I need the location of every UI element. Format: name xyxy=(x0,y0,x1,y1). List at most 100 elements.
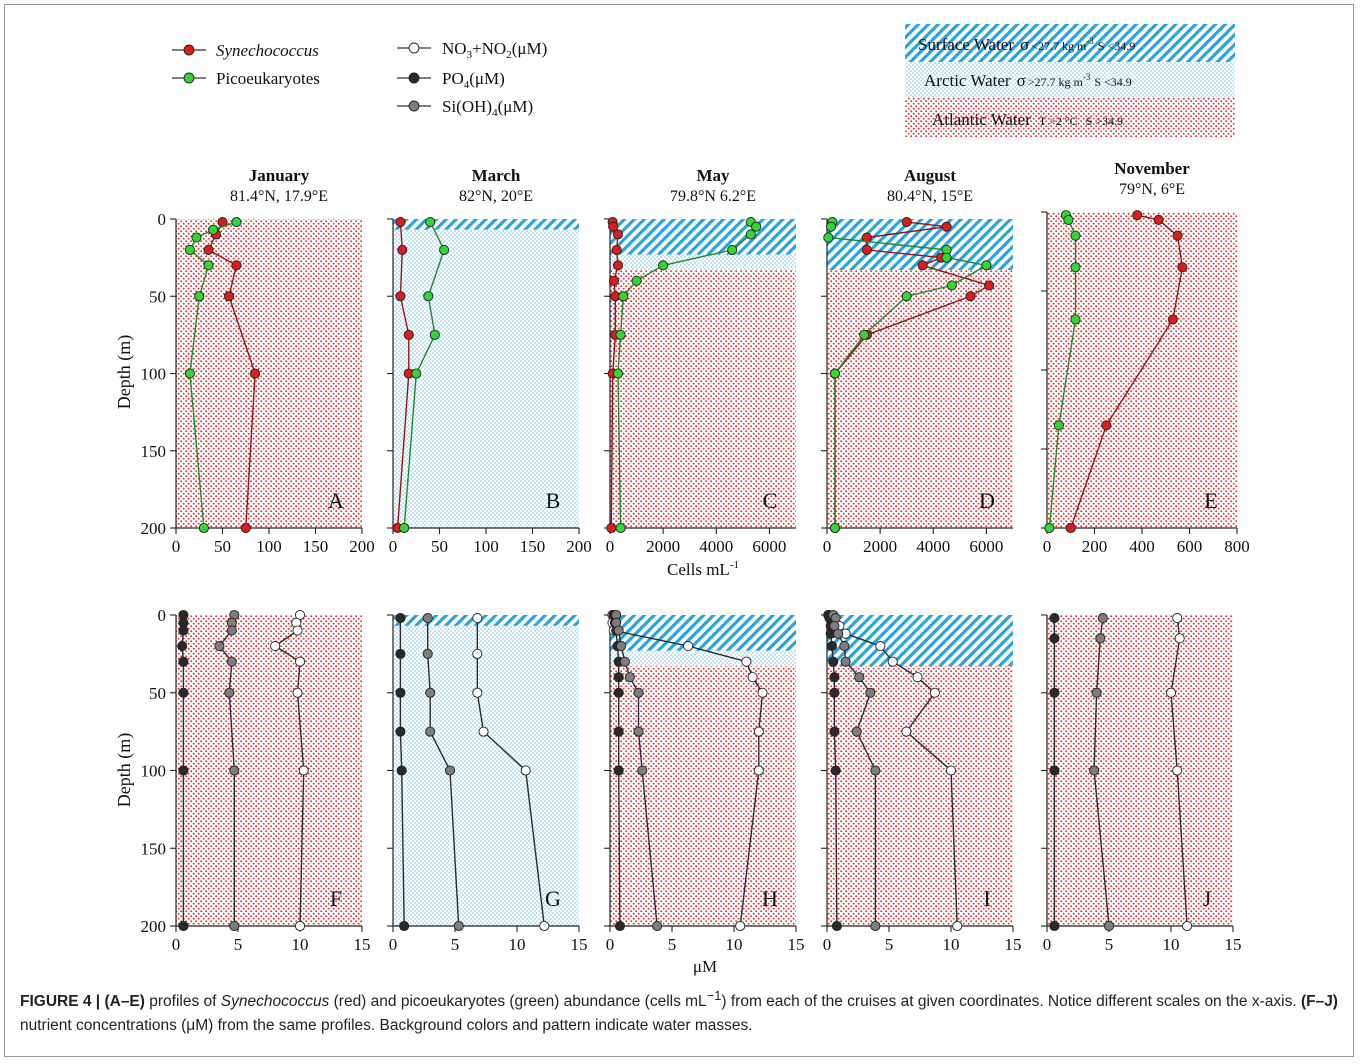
data-point-synechococcus xyxy=(608,221,619,232)
x-tick-label: 200 xyxy=(1082,537,1108,556)
data-point-po4-m xyxy=(178,656,189,667)
data-point-no3-no2-m xyxy=(887,656,898,667)
data-point-no3-no2-m xyxy=(270,641,281,652)
data-point-picoeukaryotes xyxy=(425,217,436,228)
data-point-po4-m xyxy=(614,920,625,932)
panel-i: 0 5 10 15 I xyxy=(821,609,1022,954)
data-point-po4-m xyxy=(178,687,189,698)
data-point-no3-no2-m xyxy=(292,687,303,698)
x-tick-label: 6000 xyxy=(969,537,1003,556)
x-tick-label: 5 xyxy=(1105,935,1114,954)
x-tick-label: 800 xyxy=(1224,537,1250,556)
y-tick-label: 50 xyxy=(149,287,166,306)
data-point-si-oh-4-m xyxy=(444,765,456,776)
data-point-po4-m xyxy=(178,765,189,776)
data-point-si-oh-4-m xyxy=(1091,687,1102,698)
caption-text-2: nutrient concentrations (μM) from the sa… xyxy=(20,1017,753,1035)
data-point-po4-m xyxy=(396,765,407,776)
panel-letter: G xyxy=(545,886,561,911)
data-point-no3-no2-m xyxy=(294,656,306,667)
data-point-no3-no2-m xyxy=(875,641,886,652)
data-point-picoeukaryotes xyxy=(1070,314,1081,325)
y-tick-label: 100 xyxy=(141,762,167,781)
x-tick-label: 400 xyxy=(1129,537,1155,556)
data-point-picoeukaryotes xyxy=(615,522,626,534)
data-point-no3-no2-m xyxy=(735,920,746,932)
data-point-si-oh-4-m xyxy=(425,687,436,698)
data-point-picoeukaryotes xyxy=(184,368,195,379)
panel-g: 0 5 10 15 G xyxy=(387,613,588,954)
data-point-po4-m xyxy=(1049,920,1060,932)
data-point-no3-no2-m xyxy=(757,687,768,698)
data-point-picoeukaryotes xyxy=(399,522,410,534)
water-mass-surface-water xyxy=(610,219,796,255)
data-point-synechococcus xyxy=(231,260,242,271)
panel-a: 0 50 100 150 200 0 50 100 150 200 A January 81.4°N, … xyxy=(141,166,375,556)
data-point-picoeukaryotes xyxy=(615,329,626,340)
data-point-po4-m xyxy=(829,687,840,698)
data-point-no3-no2-m xyxy=(298,765,309,776)
water-mass-atlantic-water xyxy=(176,615,362,926)
legend-synechococcus-marker xyxy=(183,44,195,56)
panel-letter: H xyxy=(762,886,778,911)
panel-letter: C xyxy=(763,488,778,513)
caption-label: FIGURE 4 | xyxy=(20,993,101,1011)
water-mass-surface-water xyxy=(827,615,1013,667)
data-point-picoeukaryotes xyxy=(1070,230,1081,241)
data-point-si-oh-4-m xyxy=(422,648,433,659)
data-point-si-oh-4-m xyxy=(229,920,240,932)
data-point-no3-no2-m xyxy=(292,625,303,636)
data-point-si-oh-4-m xyxy=(633,687,644,698)
data-point-picoeukaryotes xyxy=(829,522,841,534)
panel-title: November xyxy=(1114,159,1190,178)
data-point-synechococcus xyxy=(397,244,408,255)
data-point-po4-m xyxy=(826,641,838,652)
data-point-no3-no2-m xyxy=(1174,633,1185,644)
data-point-picoeukaryotes xyxy=(823,232,834,243)
legend-si-label: Si(OH)4(μM) xyxy=(442,97,533,119)
x-tick-label: 0 xyxy=(1043,935,1052,954)
y-tick-label: 200 xyxy=(141,519,167,538)
data-point-synechococcus xyxy=(223,291,235,302)
data-point-si-oh-4-m xyxy=(652,920,663,932)
water-mass-atlantic-water xyxy=(610,269,796,528)
water-mass-surface-water xyxy=(393,615,579,626)
data-point-po4-m xyxy=(829,672,840,683)
data-point-si-oh-4-m xyxy=(1097,613,1108,624)
x-tick-label: 15 xyxy=(571,935,588,954)
data-point-picoeukaryotes xyxy=(745,229,756,240)
x-tick-label: 10 xyxy=(943,935,960,954)
x-tick-label: 200 xyxy=(566,537,592,556)
panel-letter: D xyxy=(979,488,995,513)
data-point-synechococcus xyxy=(403,329,414,340)
panel-f: 0 50 100 150 200 0 5 10 15 F xyxy=(141,606,371,954)
x-tick-label: 50 xyxy=(214,537,231,556)
x-tick-label: 2000 xyxy=(646,537,680,556)
data-point-si-oh-4-m xyxy=(224,687,235,698)
water-mass-arctic-water xyxy=(610,254,796,270)
x-tick-label: 0 xyxy=(172,537,181,556)
legend-nutrients: NO3+NO2(μM) PO4(μM) Si(OH)4(μM) xyxy=(397,39,547,119)
data-point-no3-no2-m xyxy=(478,726,489,737)
atlantic-water-label: Atlantic Water T >2 °C S >34.9 xyxy=(932,110,1123,129)
data-point-no3-no2-m xyxy=(683,641,694,652)
y-tick-label: 0 xyxy=(158,210,167,229)
caption-text-1a: profiles of xyxy=(144,993,221,1011)
y-tick-label: 200 xyxy=(141,917,167,936)
data-point-synechococcus xyxy=(1132,210,1143,221)
legend-picoeukaryotes-label: Picoeukaryotes xyxy=(216,69,320,88)
water-mass-surface-water xyxy=(393,219,579,230)
data-point-synechococcus xyxy=(395,217,406,228)
data-point-po4-m xyxy=(1049,765,1060,776)
data-point-po4-m xyxy=(613,672,624,683)
panel-e: 0 200 400 600 800 E November 79°N, 6°E xyxy=(1041,159,1250,556)
data-point-synechococcus xyxy=(608,275,620,286)
data-point-no3-no2-m xyxy=(945,765,957,776)
series-line-no3-no2-m xyxy=(476,618,545,927)
data-point-synechococcus xyxy=(612,229,624,240)
x-tick-label: 0 xyxy=(172,935,181,954)
x-tick-label: 15 xyxy=(1005,935,1022,954)
data-point-synechococcus xyxy=(395,291,406,302)
data-point-synechococcus xyxy=(1167,314,1178,325)
